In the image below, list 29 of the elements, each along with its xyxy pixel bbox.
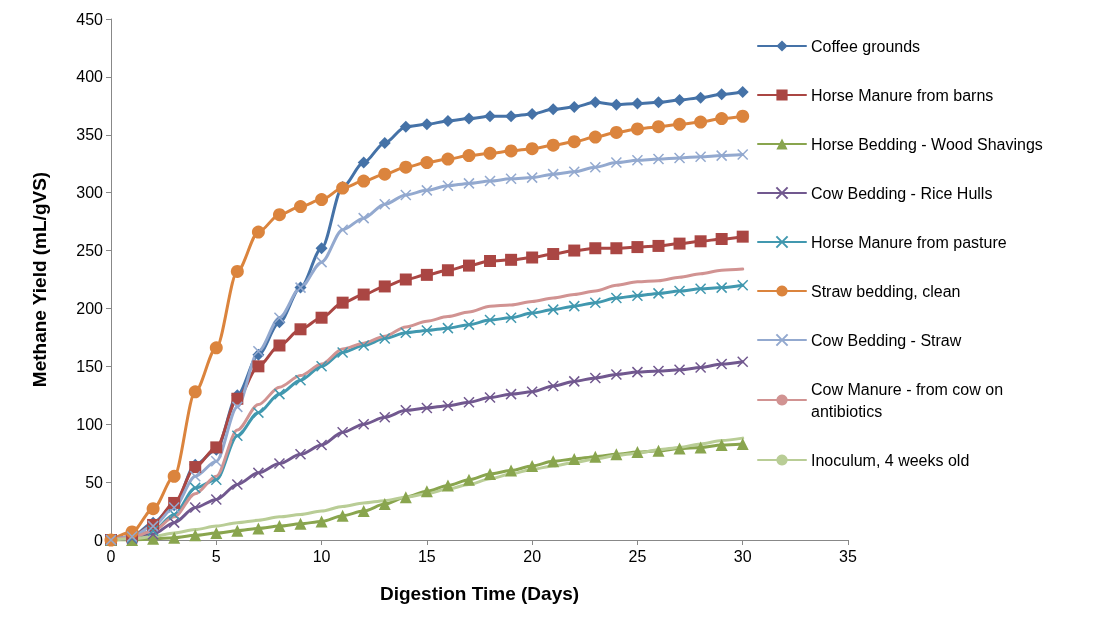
x-tick-label: 0 <box>106 547 116 565</box>
y-tick-label: 250 <box>76 242 104 260</box>
x-tick-label: 5 <box>211 547 221 565</box>
legend-label: Horse Manure from barns <box>811 86 994 104</box>
y-tick-label: 350 <box>76 126 104 144</box>
legend-label: Straw bedding, clean <box>811 282 961 300</box>
x-tick-label: 20 <box>523 547 542 565</box>
x-tick-label: 15 <box>417 547 436 565</box>
y-tick-label: 150 <box>76 357 104 375</box>
legend-label: Cow Bedding - Straw <box>811 331 962 349</box>
x-tick-label: 10 <box>312 547 331 565</box>
y-tick-label: 0 <box>94 531 104 549</box>
y-tick-label: 50 <box>85 473 104 491</box>
legend-label: Horse Bedding - Wood Shavings <box>811 135 1043 153</box>
y-tick-label: 200 <box>76 299 104 317</box>
y-tick-label: 400 <box>76 68 104 86</box>
legend-label: Cow Bedding - Rice Hulls <box>811 184 993 202</box>
legend-label: Horse Manure from pasture <box>811 233 1007 251</box>
x-tick-label: 30 <box>733 547 752 565</box>
y-tick-label: 450 <box>76 10 104 28</box>
y-tick-label: 100 <box>76 415 104 433</box>
legend-label: Coffee grounds <box>811 37 921 55</box>
x-tick-label: 25 <box>628 547 647 565</box>
legend-label: Inoculum, 4 weeks old <box>811 451 970 469</box>
legend-label: Cow Manure - from cow on antibiotics <box>811 380 1008 420</box>
y-axis-title: Methane Yield (mL/gVS) <box>29 171 50 388</box>
y-tick-label: 300 <box>76 184 104 202</box>
x-axis-title: Digestion Time (Days) <box>379 583 580 604</box>
x-tick-label: 35 <box>839 547 857 565</box>
